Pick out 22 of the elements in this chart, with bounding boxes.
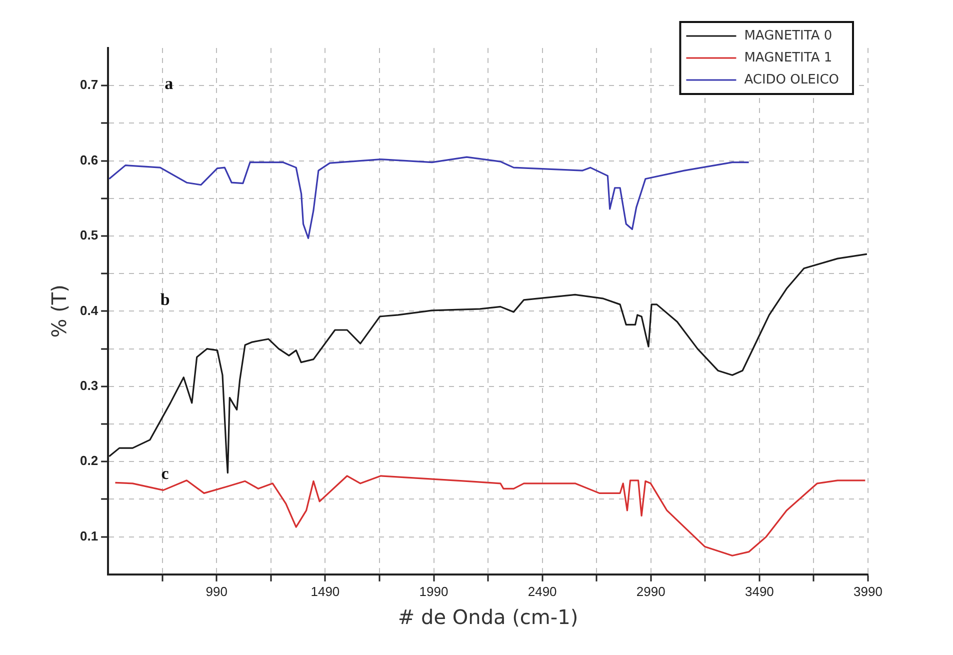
x-tick-label: 2990: [636, 584, 666, 599]
x-tick-label: 3990: [854, 584, 882, 599]
x-tick-label: 990: [206, 584, 228, 599]
x-tick-label: 1490: [310, 584, 340, 599]
legend-label: MAGNETITA 1: [744, 50, 832, 66]
y-tick-label: 0.6: [80, 152, 98, 168]
y-tick-label: 0.1: [80, 528, 98, 544]
x-tick-label: 3490: [744, 584, 774, 599]
legend-label: ACIDO OLEICO: [744, 72, 840, 88]
x-axis-title: # de Onda (cm-1): [398, 605, 578, 630]
annotation: b: [160, 290, 170, 310]
y-tick-label: 0.2: [80, 453, 98, 468]
annotation: a: [164, 74, 174, 94]
annotation: c: [161, 464, 170, 483]
y-tick-label: 0.3: [80, 378, 98, 393]
x-tick-label: 1990: [419, 584, 448, 599]
y-tick-label: 0.4: [80, 302, 99, 318]
y-tick-label: 0.5: [80, 228, 98, 243]
legend-label: MAGNETITA 0: [744, 28, 832, 44]
y-tick-label: 0.7: [80, 77, 98, 92]
y-axis-title: % (T): [47, 284, 72, 338]
x-tick-label: 2490: [528, 584, 557, 599]
